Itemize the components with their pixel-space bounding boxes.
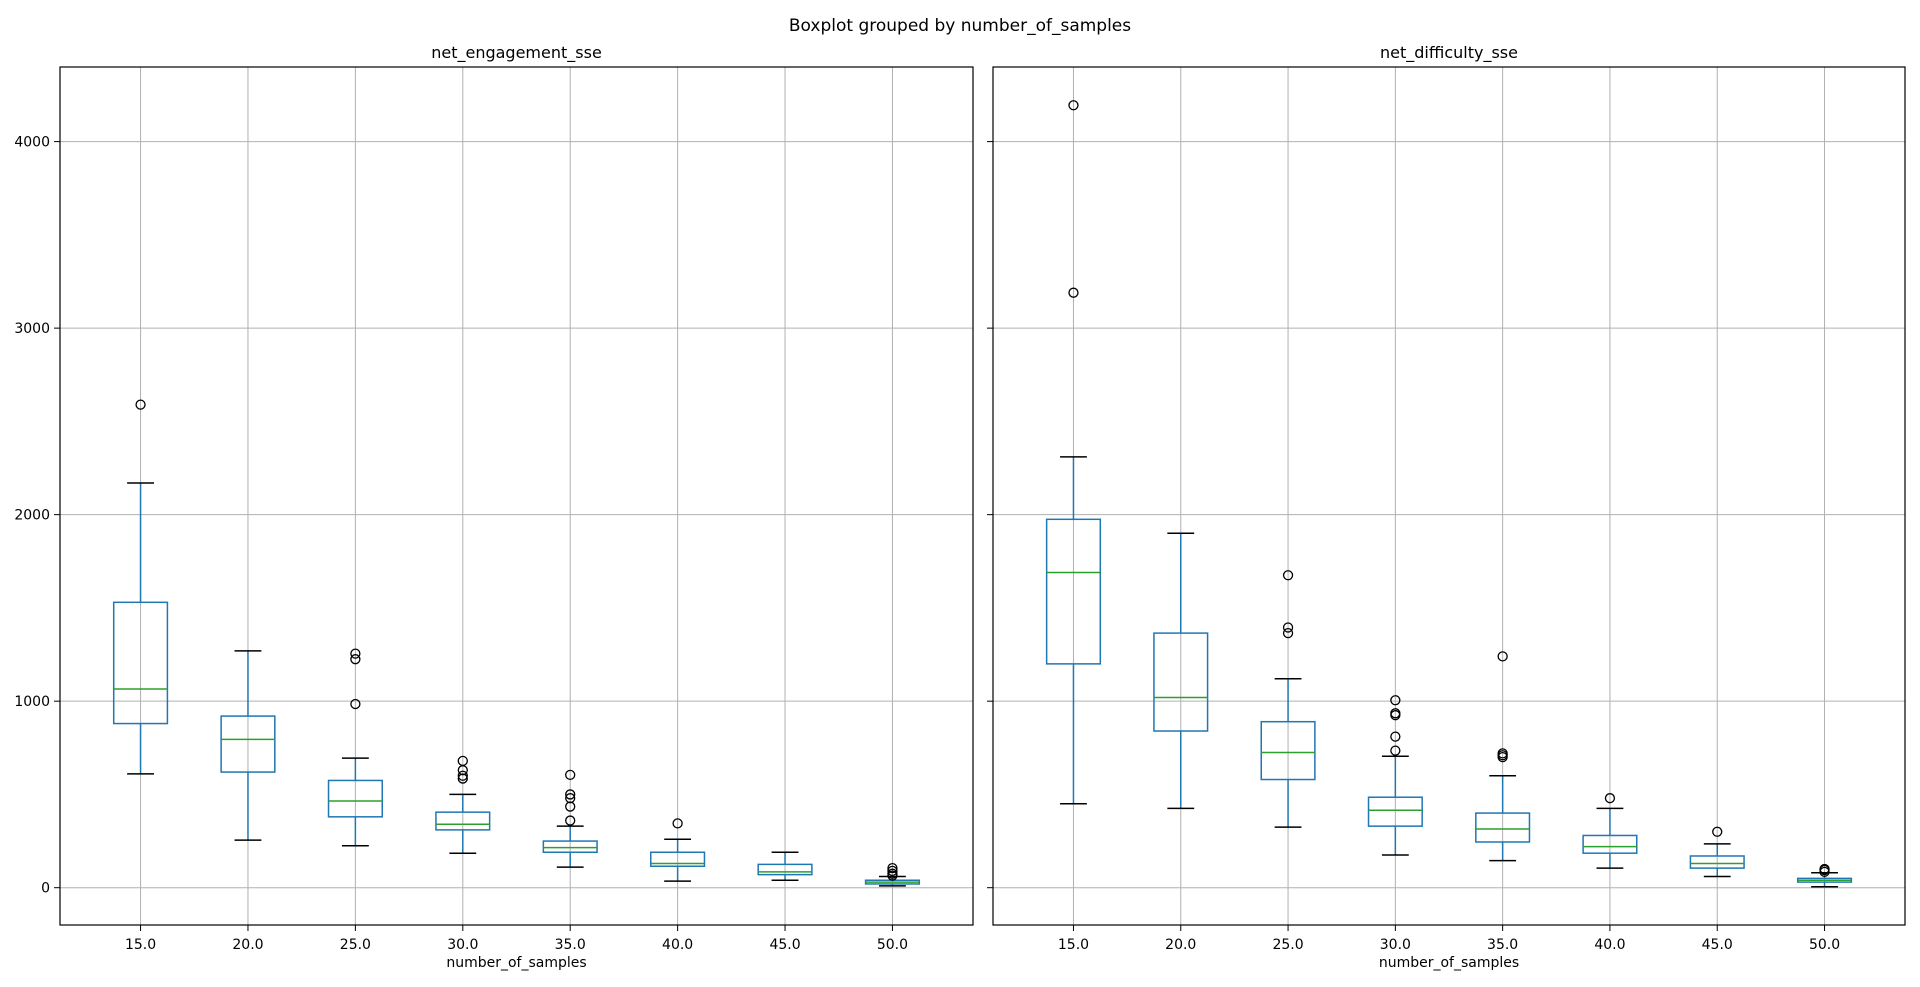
x-tick-label: 35.0: [1487, 937, 1518, 953]
box-15.0: [1045, 100, 1102, 805]
x-tick-label: 25.0: [340, 937, 371, 953]
outlier-point: [350, 648, 361, 659]
box-iqr: [220, 715, 276, 773]
outlier-point: [887, 865, 898, 877]
panel-net-difficulty: 15.0 20.0 25.0 30.0 35.0 40.0 45.0 50.0 net_diff…: [987, 43, 1906, 971]
outlier-point: [565, 815, 576, 826]
box-25.0: [1260, 570, 1316, 828]
box-40.0: [1582, 793, 1638, 869]
x-axis-label: number_of_samples: [1379, 955, 1519, 971]
box-iqr: [327, 779, 383, 818]
outlier-point: [350, 698, 361, 710]
x-tick-label: 45.0: [1702, 937, 1733, 953]
outlier-point: [350, 654, 361, 665]
outlier-point: [1819, 863, 1830, 875]
box-iqr: [1582, 834, 1638, 854]
x-tick-label: 45.0: [769, 937, 800, 953]
outlier-point: [672, 818, 683, 829]
x-tick-label: 50.0: [1809, 937, 1840, 953]
outlier-point: [565, 789, 576, 800]
box-iqr: [1475, 812, 1531, 843]
panel-title: net_difficulty_sse: [1380, 43, 1518, 63]
y-tick-label: 0: [41, 881, 50, 897]
outlier-point: [1712, 826, 1723, 837]
panel-title: net_engagement_sse: [431, 43, 602, 63]
box-iqr: [1153, 632, 1209, 732]
box-iqr: [757, 863, 813, 876]
x-tick-label: 35.0: [555, 937, 586, 953]
box-50.0: [864, 862, 921, 887]
box-45.0: [757, 851, 813, 881]
box-iqr: [112, 601, 169, 725]
box-20.0: [1153, 532, 1209, 810]
x-tick-label: 30.0: [1380, 937, 1411, 953]
box-iqr: [1689, 855, 1745, 869]
box-15.0: [112, 399, 169, 775]
outlier-point: [1497, 651, 1508, 662]
outlier-point: [565, 793, 576, 804]
x-tick-label: 25.0: [1272, 937, 1303, 953]
y-tick-label: 4000: [14, 135, 50, 151]
y-tick-label: 3000: [14, 321, 50, 337]
box-iqr: [1367, 796, 1423, 827]
outlier-point: [1282, 570, 1294, 581]
outlier-point: [887, 862, 898, 874]
box-20.0: [220, 650, 276, 841]
outlier-point: [1390, 731, 1401, 742]
outlier-point: [457, 755, 468, 767]
outlier-point: [1282, 627, 1294, 639]
box-35.0: [542, 769, 598, 868]
box-25.0: [327, 648, 383, 847]
box-45.0: [1689, 826, 1745, 878]
box-iqr: [1260, 720, 1316, 781]
x-tick-label: 40.0: [662, 937, 693, 953]
outlier-point: [887, 868, 898, 879]
outlier-point: [1497, 748, 1508, 759]
axes-frame: [59, 66, 974, 926]
x-tick-label: 20.0: [232, 937, 263, 953]
box-iqr: [1045, 518, 1102, 665]
x-axis-label: number_of_samples: [446, 955, 586, 971]
y-tick-label: 1000: [14, 694, 50, 710]
box-50.0: [1796, 863, 1853, 888]
outlier-point: [1068, 287, 1079, 298]
x-tick-label: 15.0: [1058, 937, 1089, 953]
y-tick-label: 2000: [14, 508, 50, 524]
x-tick-label: 50.0: [877, 937, 908, 953]
x-tick-label: 15.0: [125, 937, 156, 953]
outlier-point: [565, 769, 576, 780]
x-tick-label: 40.0: [1594, 937, 1625, 953]
outlier-point: [1390, 695, 1401, 706]
box-40.0: [650, 818, 706, 882]
outlier-point: [1282, 622, 1294, 633]
box-30.0: [1367, 695, 1423, 856]
box-iqr: [542, 840, 598, 854]
panel-net-engagement: 0 1000 2000 3000 4000 15.0 20.0 25.0 30.0 35.0 40.…: [14, 43, 974, 971]
x-tick-label: 20.0: [1165, 937, 1196, 953]
box-30.0: [435, 755, 491, 854]
outlier-point: [457, 770, 468, 781]
figure-suptitle: Boxplot grouped by number_of_samples: [789, 16, 1131, 36]
axes-frame: [992, 66, 1906, 926]
box-iqr: [435, 811, 491, 831]
outlier-point: [1390, 745, 1401, 756]
x-tick-label: 30.0: [447, 937, 478, 953]
outlier-point: [1068, 100, 1079, 111]
box-35.0: [1475, 651, 1531, 862]
outlier-point: [1604, 793, 1616, 804]
outlier-point: [1390, 708, 1401, 719]
outlier-point: [135, 399, 146, 410]
box-iqr: [650, 851, 706, 867]
